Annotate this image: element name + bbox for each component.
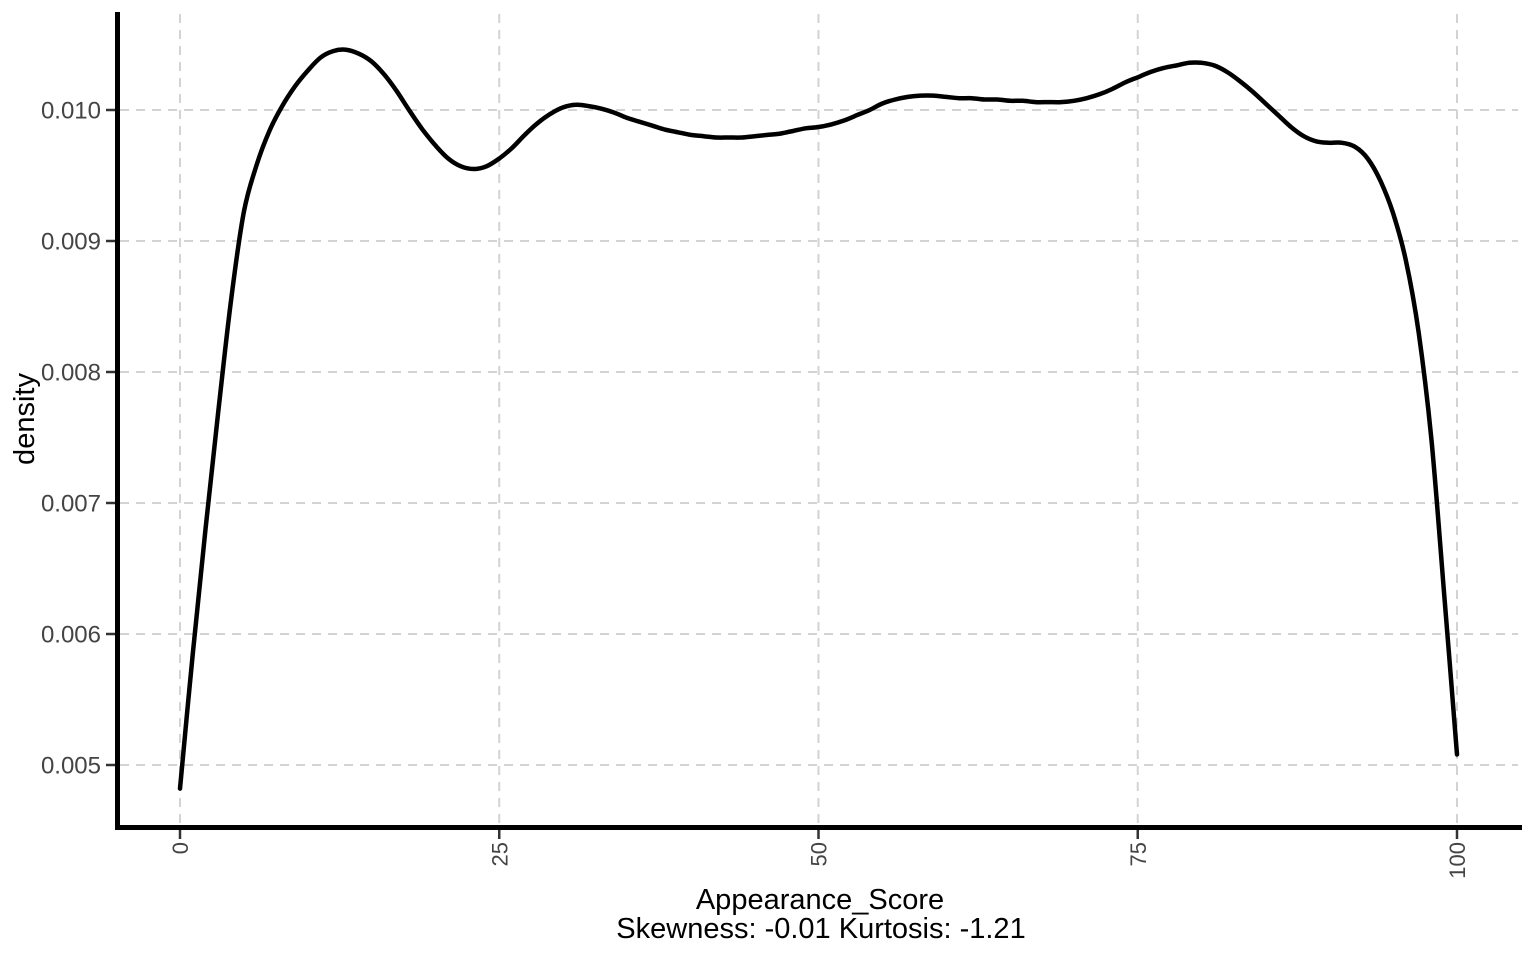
gridlines bbox=[120, 14, 1518, 825]
x-axis-title: Appearance_Score bbox=[696, 884, 944, 916]
axis-tick-marks bbox=[106, 108, 1459, 839]
y-tick-labels: 0.005 0.006 0.007 0.008 0.009 0.010 bbox=[41, 98, 101, 780]
y-tick-label-0.008: 0.008 bbox=[41, 360, 101, 387]
x-tick-label-50: 50 bbox=[807, 842, 832, 866]
y-tick-label-0.009: 0.009 bbox=[41, 229, 101, 256]
y-axis-title: density bbox=[9, 373, 41, 465]
stats-subtitle: Skewness: -0.01 Kurtosis: -1.21 bbox=[616, 913, 1025, 945]
y-tick-label-0.010: 0.010 bbox=[41, 98, 101, 125]
density-curve bbox=[177, 47, 1460, 791]
x-tick-label-25: 25 bbox=[487, 842, 512, 866]
x-tick-labels: 0 25 50 75 100 bbox=[168, 842, 1470, 879]
x-tick-label-100: 100 bbox=[1445, 842, 1470, 879]
x-tick-label-0: 0 bbox=[168, 842, 193, 854]
y-tick-label-0.007: 0.007 bbox=[41, 491, 101, 518]
y-tick-label-0.005: 0.005 bbox=[41, 753, 101, 780]
axis-lines bbox=[115, 12, 1522, 830]
x-tick-label-75: 75 bbox=[1126, 842, 1151, 866]
y-tick-label-0.006: 0.006 bbox=[41, 622, 101, 649]
